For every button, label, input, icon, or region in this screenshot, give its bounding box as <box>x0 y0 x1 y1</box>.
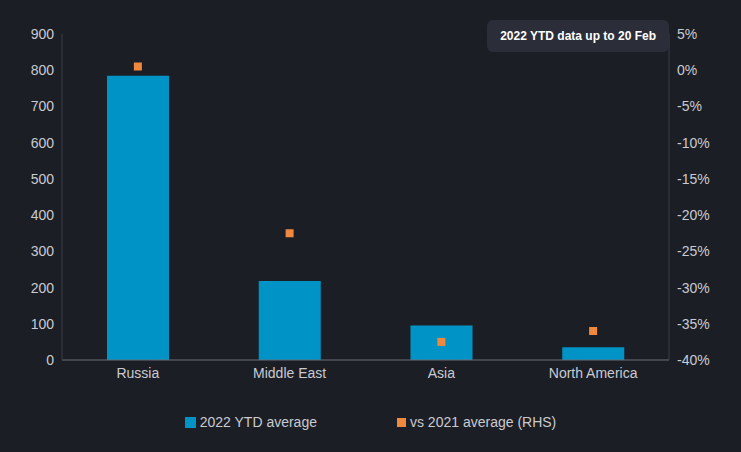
svg-text:-30%: -30% <box>677 280 710 296</box>
svg-text:800: 800 <box>31 62 55 78</box>
svg-text:500: 500 <box>31 171 55 187</box>
svg-text:Middle East: Middle East <box>253 365 326 381</box>
svg-text:-40%: -40% <box>677 352 710 368</box>
svg-text:300: 300 <box>31 243 55 259</box>
html-text:2022 YTD data up to 20 Feb: 2022 YTD data up to 20 Feb <box>500 29 656 43</box>
svg-text:900: 900 <box>31 26 55 42</box>
svg-text:200: 200 <box>31 280 55 296</box>
svg-text:-20%: -20% <box>677 207 710 223</box>
svg-text:North America: North America <box>549 365 638 381</box>
svg-text:100: 100 <box>31 316 55 332</box>
svg-text:Russia: Russia <box>116 365 159 381</box>
svg-text:-25%: -25% <box>677 243 710 259</box>
svg-text:-35%: -35% <box>677 316 710 332</box>
svg-text:0%: 0% <box>677 62 697 78</box>
svg-text:0: 0 <box>46 352 54 368</box>
html-text:2022 YTD average: 2022 YTD average <box>199 414 317 430</box>
svg-text:-5%: -5% <box>677 98 702 114</box>
svg-text:400: 400 <box>31 207 55 223</box>
html-text:vs 2021 average (RHS): vs 2021 average (RHS) <box>410 414 557 430</box>
svg-text:-15%: -15% <box>677 171 710 187</box>
svg-text:600: 600 <box>31 135 55 151</box>
svg-text:700: 700 <box>31 98 55 114</box>
svg-text:5%: 5% <box>677 26 697 42</box>
svg-text:Asia: Asia <box>428 365 455 381</box>
svg-text:-10%: -10% <box>677 135 710 151</box>
